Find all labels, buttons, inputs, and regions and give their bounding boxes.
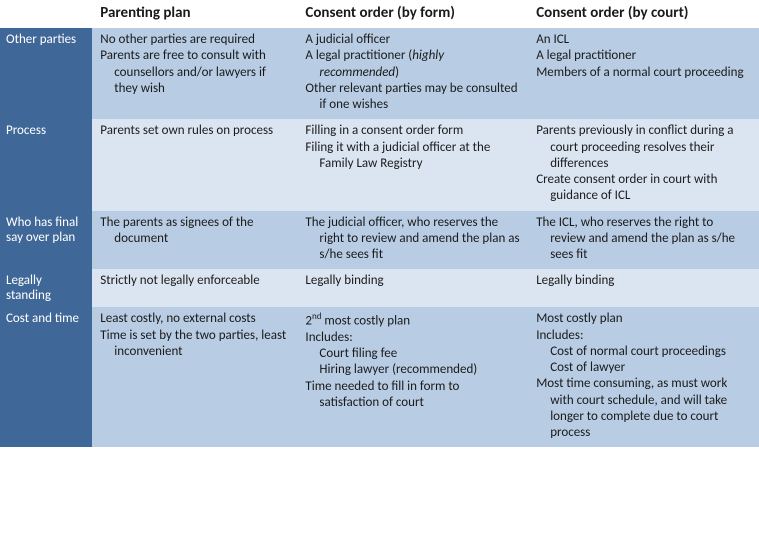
cell-text: Most time consuming, as must work with c…: [536, 376, 751, 441]
cell-text: Court filing fee: [305, 346, 520, 362]
cell-text: Filing it with a judicial officer at the…: [305, 140, 520, 173]
cell: A judicial officerA legal practitioner (…: [297, 28, 528, 119]
cell-text: Strictly not legally enforceable: [100, 273, 289, 289]
cell-text: Includes:: [536, 328, 751, 344]
cell-text: Parents previously in conflict during a …: [536, 123, 751, 172]
cell-text: Least costly, no external costs: [100, 311, 289, 327]
header-row: Parenting plan Consent order (by form) C…: [0, 0, 759, 28]
cell: The parents as signees of the document: [92, 211, 297, 270]
header-consent-form: Consent order (by form): [297, 0, 528, 28]
row-label: Cost and time: [0, 307, 92, 447]
cell-text: Hiring lawyer (recommended): [305, 362, 520, 378]
row-label: Process: [0, 119, 92, 210]
cell: Strictly not legally enforceable: [92, 269, 297, 307]
comparison-table: Parenting plan Consent order (by form) C…: [0, 0, 759, 447]
cell-text: A judicial officer: [305, 32, 520, 48]
cell: The judicial officer, who reserves the r…: [297, 211, 528, 270]
cell: An ICLA legal practitionerMembers of a n…: [528, 28, 759, 119]
cell-text: Legally binding: [305, 273, 520, 289]
table-row: Who has final say over planThe parents a…: [0, 211, 759, 270]
cell: Least costly, no external costsTime is s…: [92, 307, 297, 447]
cell: Legally binding: [297, 269, 528, 307]
table-row: Legally standing Strictly not legally enf…: [0, 269, 759, 307]
table-row: Other partiesNo other parties are requir…: [0, 28, 759, 119]
cell: Parents set own rules on process: [92, 119, 297, 210]
cell-text: Parents set own rules on process: [100, 123, 289, 139]
cell-text: The ICL, who reserves the right to revie…: [536, 215, 751, 264]
cell-text: Filling in a consent order form: [305, 123, 520, 139]
cell-text: Time is set by the two parties, least in…: [100, 328, 289, 361]
header-consent-court: Consent order (by court): [528, 0, 759, 28]
cell: Filling in a consent order formFiling it…: [297, 119, 528, 210]
cell-text: Cost of normal court proceedings: [536, 344, 751, 360]
header-parenting-plan: Parenting plan: [92, 0, 297, 28]
cell: No other parties are requiredParents are…: [92, 28, 297, 119]
cell-text: Members of a normal court proceeding: [536, 65, 751, 81]
row-label: Legally standing: [0, 269, 92, 307]
cell-text: The judicial officer, who reserves the r…: [305, 215, 520, 264]
cell: Legally binding: [528, 269, 759, 307]
row-label: Other parties: [0, 28, 92, 119]
table-row: Process Parents set own rules on process F…: [0, 119, 759, 210]
cell-text: Create consent order in court with guida…: [536, 172, 751, 205]
cell-text: The parents as signees of the document: [100, 215, 289, 248]
cell-text: Legally binding: [536, 273, 751, 289]
cell-text: Most costly plan: [536, 311, 751, 327]
row-label: Who has final say over plan: [0, 211, 92, 270]
cell-text: A legal practitioner: [536, 48, 751, 64]
cell: Most costly planIncludes:Cost of normal …: [528, 307, 759, 447]
cell: Parents previously in conflict during a …: [528, 119, 759, 210]
cell-text: Includes:: [305, 330, 520, 346]
cell: 2nd most costly planIncludes:Court filin…: [297, 307, 528, 447]
cell-text: Cost of lawyer: [536, 360, 751, 376]
cell: The ICL, who reserves the right to revie…: [528, 211, 759, 270]
cell-text: Other relevant parties may be consulted …: [305, 81, 520, 114]
cell-text: A legal practitioner (highly recommended…: [305, 48, 520, 81]
cell-text: An ICL: [536, 32, 751, 48]
cell-text: No other parties are required: [100, 32, 289, 48]
cell-text: Time needed to fill in form to satisfact…: [305, 379, 520, 412]
cell-text: 2nd most costly plan: [305, 311, 520, 330]
table-row: Cost and timeLeast costly, no external c…: [0, 307, 759, 447]
header-empty: [0, 0, 92, 28]
cell-text: Parents are free to consult with counsel…: [100, 48, 289, 97]
